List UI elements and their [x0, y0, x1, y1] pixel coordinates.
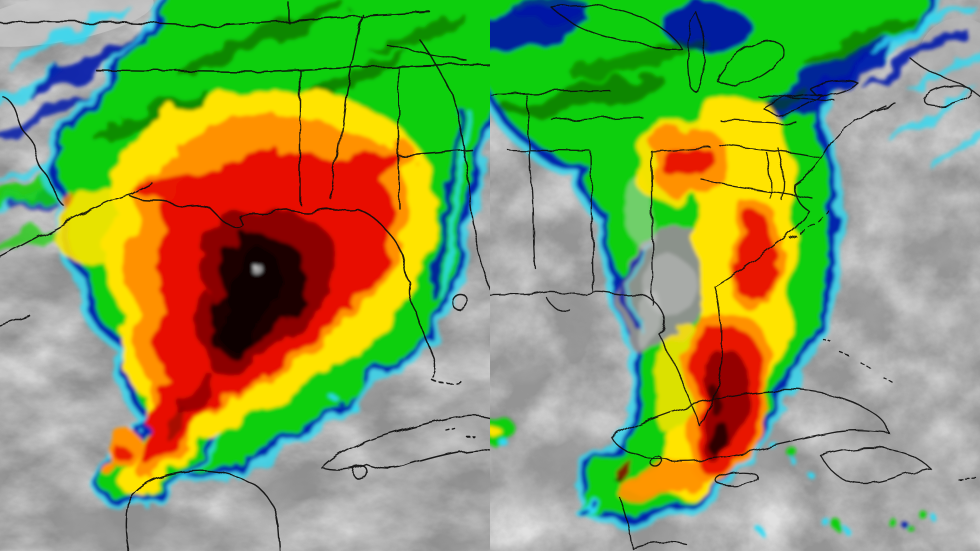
outer-banks — [789, 209, 829, 239]
mississippi-river — [525, 94, 536, 269]
yucatan-belize-coast — [619, 497, 687, 549]
gulf-coastline — [129, 195, 403, 255]
gulf-coastline — [490, 290, 667, 336]
florida-west-coast — [659, 334, 702, 428]
lake-huron — [715, 40, 785, 87]
florida-west-coast — [401, 253, 436, 377]
hispaniola-outline — [820, 447, 932, 485]
lake-michigan — [687, 11, 705, 92]
cuba-outline — [611, 389, 890, 461]
mississippi-river — [1, 95, 65, 207]
atlantic-coastline — [700, 104, 886, 428]
tropical-shower-specks — [759, 444, 939, 535]
storm-cloud-shield — [490, 0, 980, 535]
florida-keys — [429, 377, 465, 385]
map-outlines-left — [0, 1, 490, 551]
bahamas-dashes — [821, 337, 895, 384]
state-border — [0, 11, 431, 27]
satellite-panel-left — [0, 0, 490, 551]
texas-coastline — [0, 182, 153, 259]
jamaica-outline — [715, 471, 759, 487]
state-border — [95, 63, 490, 73]
cold-band-core-right — [612, 92, 796, 503]
yucatan-outline — [127, 470, 281, 551]
map-outlines-right — [490, 4, 980, 549]
nova-scotia — [923, 85, 973, 107]
storm-core-left — [51, 88, 437, 497]
chesapeake-bay — [765, 151, 772, 199]
satellite-panel-right — [490, 0, 980, 551]
storm-cloud-shield — [0, 0, 490, 507]
cuba-outline — [321, 414, 490, 469]
tail-tip-cell — [573, 478, 622, 517]
lake-okeechobee — [451, 293, 469, 311]
atlantic-coastline — [419, 39, 490, 290]
lake-superior — [551, 4, 682, 50]
lake-ontario — [808, 79, 858, 96]
